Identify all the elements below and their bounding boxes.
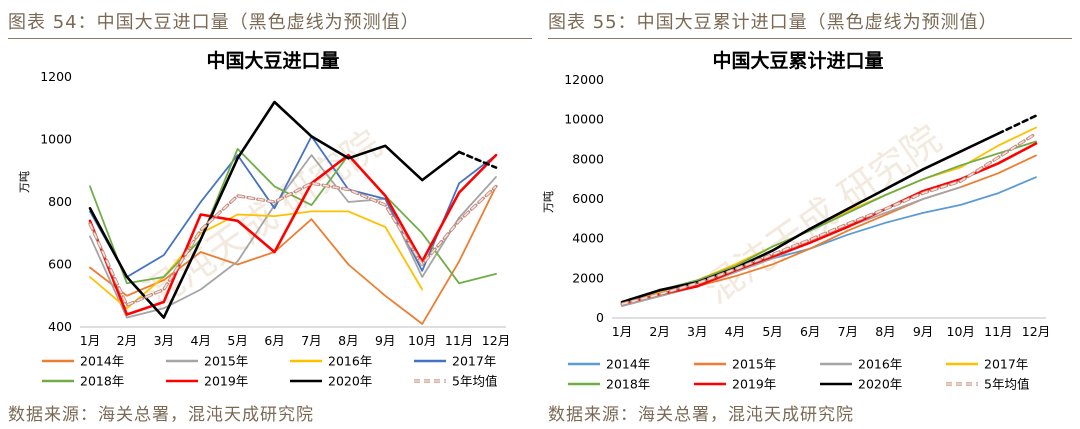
legend-label: 2016年 [858, 357, 902, 372]
y-tick-label: 1200 [40, 69, 72, 84]
y-axis-label: 万吨 [18, 171, 31, 193]
y-tick-label: 0 [596, 310, 604, 325]
x-tick-label: 3月 [154, 333, 174, 348]
legend-label: 2015年 [204, 354, 248, 369]
x-tick-label: 12月 [482, 333, 510, 348]
chart-title: 中国大豆进口量 [206, 49, 339, 72]
x-tick-label: 9月 [375, 333, 395, 348]
legend-label: 2017年 [984, 357, 1028, 372]
legend-label: 2018年 [80, 374, 124, 389]
y-tick-label: 600 [48, 257, 72, 272]
chart-panel-cumulative-imports: 图表 55：中国大豆累计进口量（黑色虚线为预测值） 混沌天成 研究院 中国大豆累计… [540, 0, 1080, 429]
y-tick-label: 10000 [564, 112, 604, 127]
legend-label: 2014年 [606, 357, 650, 372]
y-tick-label: 400 [48, 319, 72, 334]
series-line-2020年预测 [457, 150, 498, 169]
series-line-2020年 [620, 132, 1000, 304]
series-line-average-inner [89, 182, 497, 307]
series-line-2020年 [88, 100, 461, 319]
cumulative-imports-chart: 混沌天成 研究院 中国大豆累计进口量 0 2000 4000 6000 8000 10000 1… [542, 49, 1050, 392]
x-tick-label: 10月 [408, 333, 436, 348]
x-tick-label: 5月 [227, 333, 247, 348]
legend-label: 5年均值 [984, 377, 1029, 392]
y-tick-label: 8000 [572, 151, 604, 166]
x-tick-label: 2月 [117, 333, 137, 348]
x-tick-label: 11月 [445, 333, 473, 348]
source-note: 数据来源：海关总署，混沌天成研究院 [548, 405, 854, 425]
x-tick-label: 11月 [984, 324, 1012, 339]
figure-caption: 图表 55：中国大豆累计进口量（黑色虚线为预测值） [548, 12, 998, 33]
legend-label: 2020年 [858, 377, 902, 392]
x-tick-label: 12月 [1022, 324, 1050, 339]
x-tick-label: 1月 [612, 324, 632, 339]
y-axis-label: 万吨 [542, 191, 555, 213]
x-tick-label: 1月 [80, 333, 100, 348]
watermark-text: 混沌天成 研究院 [696, 117, 949, 313]
x-tick-label: 5月 [762, 324, 782, 339]
x-tick-label: 8月 [875, 324, 895, 339]
y-tick-label: 2000 [572, 270, 604, 285]
imports-chart: 混沌天成 研究院 中国大豆进口量 400 600 800 1000 1200 万吨 1月 2月 3月… [18, 49, 510, 389]
series-line-2018年 [621, 140, 1037, 303]
x-tick-label: 4月 [725, 324, 745, 339]
legend-label: 2015年 [732, 357, 776, 372]
legend-label: 2017年 [452, 354, 496, 369]
series-line-2019年 [88, 153, 498, 316]
x-tick-label: 7月 [838, 324, 858, 339]
legend-label: 2016年 [328, 354, 372, 369]
y-tick-label: 6000 [572, 191, 604, 206]
series-line-average-inner [621, 132, 1037, 305]
series-line-2018年 [89, 148, 497, 285]
y-tick-label: 4000 [572, 231, 604, 246]
x-tick-label: 7月 [301, 333, 321, 348]
x-tick-label: 6月 [264, 333, 284, 348]
series-line-2020年预测 [997, 114, 1038, 135]
chart-panel-imports: 图表 54：中国大豆进口量（黑色虚线为预测值） 混沌天成 研究院 中国大豆进口量 4… [8, 12, 532, 425]
legend-label: 2014年 [80, 354, 124, 369]
x-tick-label: 3月 [687, 324, 707, 339]
source-note: 数据来源：海关总署，混沌天成研究院 [8, 405, 314, 425]
legend-label: 2019年 [204, 374, 248, 389]
chart-title: 中国大豆累计进口量 [712, 49, 883, 72]
y-tick-label: 1000 [40, 132, 72, 147]
caption-rule [548, 38, 1072, 39]
x-tick-label: 6月 [800, 324, 820, 339]
series-line-2016年 [89, 210, 424, 310]
y-tick-label: 12000 [564, 72, 604, 87]
caption-rule [8, 38, 532, 39]
x-tick-label: 10月 [947, 324, 975, 339]
legend-label: 5年均值 [452, 374, 497, 389]
legend-label: 2018年 [606, 377, 650, 392]
legend-label: 2020年 [328, 374, 372, 389]
legend-label: 2019年 [732, 377, 776, 392]
figure-caption: 图表 54：中国大豆进口量（黑色虚线为预测值） [8, 12, 420, 33]
x-tick-label: 9月 [913, 324, 933, 339]
x-tick-label: 4月 [191, 333, 211, 348]
x-tick-label: 2月 [649, 324, 669, 339]
y-tick-label: 800 [48, 194, 72, 209]
watermark-text: 混沌天成 研究院 [136, 122, 389, 318]
x-tick-label: 8月 [338, 333, 358, 348]
